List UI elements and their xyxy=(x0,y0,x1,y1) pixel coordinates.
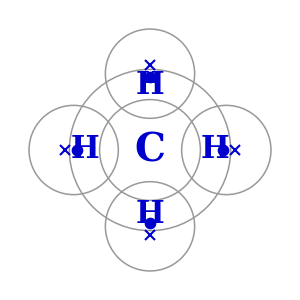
Text: C: C xyxy=(134,131,166,169)
Point xyxy=(148,221,152,226)
Point xyxy=(148,74,152,79)
Text: H: H xyxy=(136,199,164,230)
Text: H: H xyxy=(71,134,100,166)
Point xyxy=(74,148,79,152)
Text: H: H xyxy=(200,134,229,166)
Text: H: H xyxy=(136,70,164,101)
Point xyxy=(221,148,226,152)
